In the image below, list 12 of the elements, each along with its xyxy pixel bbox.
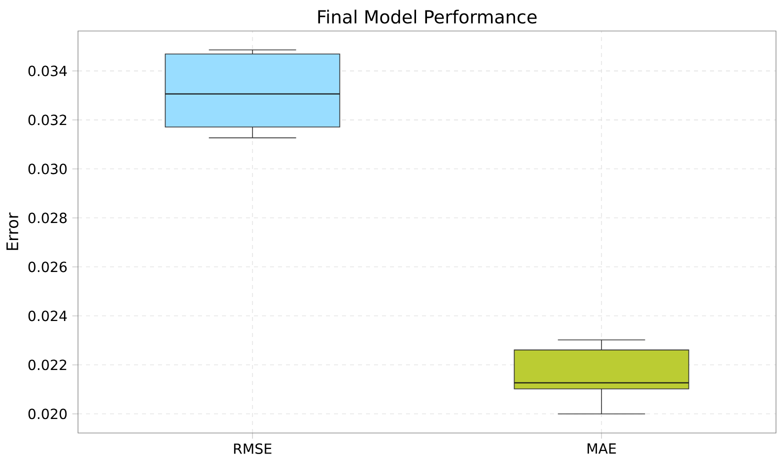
y-tick-label: 0.034 <box>28 66 67 76</box>
y-axis-title: Error <box>6 212 18 250</box>
y-tick-label: 0.024 <box>28 310 67 322</box>
y-tick-label: 0.026 <box>28 262 67 272</box>
y-tick-label: 0.028 <box>28 212 67 224</box>
chart-title: Final Model Performance <box>318 10 537 24</box>
x-tick-label: RMSE <box>234 443 272 454</box>
y-tick-label: 0.032 <box>28 114 66 126</box>
y-tick-label: 0.020 <box>28 408 67 420</box>
y-tick-label: 0.030 <box>28 164 67 174</box>
x-tick-label: MAE <box>588 443 616 454</box>
y-tick-label: 0.022 <box>28 360 66 370</box>
